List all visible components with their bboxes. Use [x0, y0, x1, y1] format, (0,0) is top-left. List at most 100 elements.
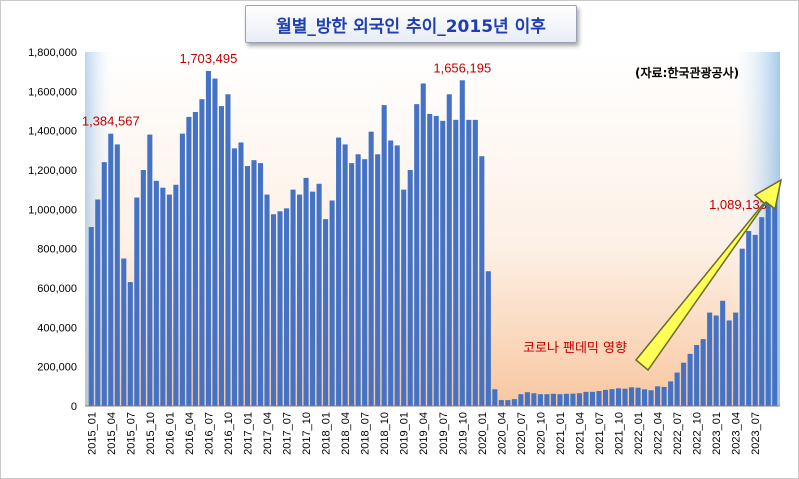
bar [765, 202, 771, 406]
chart-title: 월별_방한 외국인 추이_2015년 이후 [276, 16, 546, 37]
bar [231, 148, 237, 406]
y-tick-label: 1,600,000 [28, 86, 77, 98]
bar [655, 386, 661, 406]
peak-value-label: 1,656,195 [433, 60, 491, 75]
bar [772, 191, 778, 406]
bar [687, 353, 693, 406]
bar [609, 389, 615, 406]
bar [492, 389, 498, 406]
bar [238, 142, 244, 406]
x-tick-label: 2017_01 [242, 412, 254, 455]
bar [668, 381, 674, 406]
x-tick-label: 2018_07 [360, 412, 372, 455]
x-tick-label: 2015_07 [125, 412, 137, 455]
bar [537, 394, 543, 406]
x-tick-label: 2020_01 [477, 412, 489, 455]
pandemic-note: 코로나 팬데믹 영향 [523, 341, 627, 356]
bar [472, 119, 478, 406]
bar [264, 194, 270, 406]
bar [726, 320, 732, 406]
y-tick-label: 400,000 [37, 322, 77, 334]
x-tick-label: 2023_01 [711, 412, 723, 455]
bar [414, 104, 420, 407]
bar [160, 187, 166, 406]
bar [485, 271, 491, 406]
bar [544, 394, 550, 406]
x-tick-label: 2016_07 [203, 412, 215, 455]
bar [108, 133, 114, 406]
growth-arrow [634, 178, 783, 372]
bar [440, 120, 446, 406]
bar [140, 170, 146, 406]
x-tick-label: 2018_10 [379, 412, 391, 455]
y-tick-label: 1,200,000 [28, 165, 77, 177]
bar [433, 115, 439, 407]
bar [375, 154, 381, 406]
bar [95, 199, 101, 406]
bar [355, 154, 361, 406]
x-tick-label: 2016_10 [223, 412, 235, 455]
bar [199, 99, 205, 406]
bar [576, 393, 582, 406]
bar [192, 111, 198, 406]
bar [759, 217, 765, 406]
bar [368, 131, 374, 406]
y-tick-label: 1,800,000 [28, 47, 77, 59]
bar [147, 134, 153, 406]
bar [674, 372, 680, 406]
bar [323, 219, 329, 406]
bar [511, 399, 517, 406]
bar [629, 387, 635, 406]
x-tick-label: 2023_07 [750, 412, 762, 455]
bar [101, 162, 107, 406]
x-tick-label: 2019_04 [418, 412, 430, 455]
bar [218, 106, 224, 406]
y-tick-label: 200,000 [37, 362, 77, 374]
x-tick-label: 2019_07 [438, 412, 450, 455]
bar [394, 145, 400, 407]
x-tick-label: 2020_07 [516, 412, 528, 455]
bar [420, 83, 426, 406]
bar [251, 160, 257, 406]
bar [752, 234, 758, 406]
x-tick-label: 2016_04 [184, 412, 196, 455]
x-tick-label: 2015_04 [106, 412, 118, 455]
bar [401, 189, 407, 406]
x-axis-ticks: 2015_01 2015_04 2015_07 2015_10 2016_01 2016_… [86, 412, 762, 455]
bar [114, 144, 120, 406]
chart-title-box: 월별_방한 외국인 추이_2015년 이후 [245, 5, 577, 43]
x-tick-label: 2021_10 [614, 412, 626, 455]
bar [244, 166, 251, 406]
y-axis-ticks: 0 200,000 400,000 600,000 800,000 1,000,000 1,… [28, 47, 77, 413]
bar [524, 392, 530, 406]
bar [635, 387, 641, 406]
bar [602, 389, 609, 406]
peak-value-label: 1,703,495 [179, 51, 237, 66]
x-tick-label: 2017_07 [282, 412, 294, 455]
bar [342, 144, 348, 406]
y-tick-label: 1,400,000 [28, 126, 77, 138]
bar [570, 393, 576, 406]
bar [596, 391, 602, 406]
bar [407, 170, 413, 406]
x-tick-label: 2015_01 [86, 412, 98, 455]
bar [479, 156, 485, 406]
bar [166, 194, 172, 406]
bar [381, 105, 387, 406]
x-tick-label: 2015_10 [145, 412, 157, 455]
bar [550, 393, 556, 406]
bar [589, 391, 596, 406]
x-tick-label: 2021_07 [594, 412, 606, 455]
bar [225, 94, 231, 406]
bar [153, 180, 159, 406]
bar [362, 159, 368, 406]
bar [316, 183, 322, 406]
peak-annotations: 1,384,567 1,703,495 1,656,195 1,089,133 [82, 51, 767, 212]
x-tick-label: 2020_10 [535, 412, 547, 455]
x-tick-label: 2019_01 [399, 412, 411, 455]
bar [205, 70, 211, 406]
bar [733, 312, 739, 406]
bar [134, 197, 140, 406]
bar [622, 388, 628, 406]
